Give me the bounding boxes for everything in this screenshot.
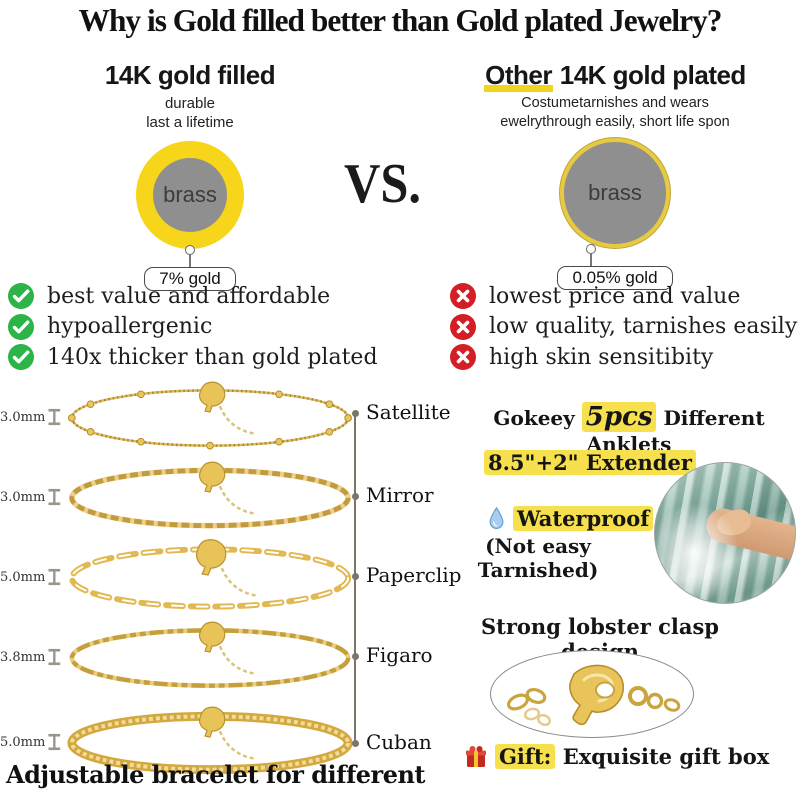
page-title: Why is Gold filled better than Gold plat…	[78, 2, 723, 38]
guide-dot	[351, 493, 359, 500]
brand-line: Gokeey 5pcs Different Anklets	[493, 402, 765, 456]
gift-icon	[466, 745, 486, 767]
gold-filled-column: 14K gold filled durable last a lifetime …	[30, 60, 350, 291]
figaro-chain-image	[69, 621, 351, 688]
waterproof-line: Waterproof	[488, 506, 654, 531]
cross-icon	[450, 344, 476, 370]
guide-dot	[351, 410, 359, 417]
anklet-row-cuban: 5.0mm	[0, 703, 360, 781]
gold-plated-subtext: Costumetarnishes and wears ewelrythrough…	[500, 95, 730, 130]
check-icon	[8, 313, 34, 340]
gold-filled-cross-section: brass	[136, 141, 244, 249]
gold-plated-cross-section: brass	[560, 138, 670, 248]
measure-icon	[48, 648, 61, 666]
brass-core-label: brass	[153, 158, 227, 232]
anklet-row-mirror: 3.0mm	[0, 458, 360, 536]
cross-icon	[450, 313, 476, 340]
vs-label: VS.	[344, 153, 422, 215]
highlighted-word: Other	[484, 60, 554, 92]
waterproof-photo	[654, 462, 796, 604]
clasp-photo	[490, 650, 694, 738]
measure-icon	[48, 408, 61, 426]
mirror-chain-image	[69, 461, 351, 529]
measure-icon	[48, 488, 61, 506]
brass-core-label: brass	[588, 180, 642, 205]
list-item: best value and affordable	[8, 283, 378, 309]
cons-list: lowest price and value low quality, tarn…	[450, 283, 797, 370]
measure-icon	[48, 733, 61, 751]
check-icon	[8, 344, 34, 370]
size-label: 3.0mm	[0, 489, 46, 505]
list-item: lowest price and value	[450, 283, 797, 309]
lobster-clasp-image	[506, 664, 681, 727]
size-label: 3.0mm	[0, 409, 46, 425]
list-item: 140x thicker than gold plated	[8, 344, 378, 370]
extender-line: 8.5"+2" Extender	[484, 450, 696, 475]
pros-list: best value and affordable hypoallergenic…	[8, 283, 378, 370]
pieces-count: 5pcs	[581, 402, 657, 432]
chain-name-cuban: Cuban	[366, 730, 432, 754]
size-label: 5.0mm	[0, 569, 46, 585]
list-item: hypoallergenic	[8, 313, 378, 340]
satellite-chain-image	[68, 381, 352, 450]
cuban-chain-image	[67, 706, 353, 775]
water-splash	[655, 503, 739, 603]
anklet-row-figaro: 3.8mm	[0, 618, 360, 696]
callout-dot	[586, 244, 596, 254]
gift-text: Gift: Exquisite gift box	[495, 744, 769, 769]
chain-name-satellite: Satellite	[366, 400, 451, 424]
anklet-row-paperclip: 5.0mm	[0, 538, 360, 616]
paperclip-chain-image	[68, 539, 352, 610]
gold-filled-heading: 14K gold filled	[104, 60, 276, 90]
size-label: 5.0mm	[0, 734, 46, 750]
callout-stem	[586, 244, 596, 266]
water-drop-icon	[489, 507, 504, 529]
guide-dot	[351, 740, 359, 747]
gold-plated-heading: Other 14K gold plated	[484, 60, 746, 92]
gold-plated-column: Other 14K gold plated Costumetarnishes a…	[448, 60, 782, 290]
guide-dot	[351, 573, 359, 580]
cross-icon	[450, 283, 476, 309]
gold-filled-subtext: durable last a lifetime	[146, 95, 234, 131]
guide-dot	[351, 653, 359, 660]
gift-line: Gift: Exquisite gift box	[464, 744, 769, 769]
callout-stem	[185, 245, 195, 267]
gold-percentage-callout: 0.05% gold	[557, 266, 673, 290]
chain-name-mirror: Mirror	[366, 483, 434, 507]
list-item: high skin sensitibity	[450, 344, 797, 370]
size-label: 3.8mm	[0, 649, 46, 665]
adjustable-note: Adjustable bracelet for different	[6, 760, 426, 789]
callout-dot	[185, 245, 195, 255]
list-item: low quality, tarnishes easily	[450, 313, 797, 340]
measure-icon	[48, 568, 61, 586]
anklet-row-satellite: 3.0mm	[0, 378, 360, 456]
waterproof-subtext: (Not easy Tarnished)	[477, 534, 599, 582]
check-icon	[8, 283, 34, 309]
chain-name-figaro: Figaro	[366, 643, 433, 667]
chain-name-paperclip: Paperclip	[366, 563, 462, 587]
gold-percentage-callout: 7% gold	[144, 267, 236, 291]
waterproof-label: Waterproof	[513, 506, 654, 531]
